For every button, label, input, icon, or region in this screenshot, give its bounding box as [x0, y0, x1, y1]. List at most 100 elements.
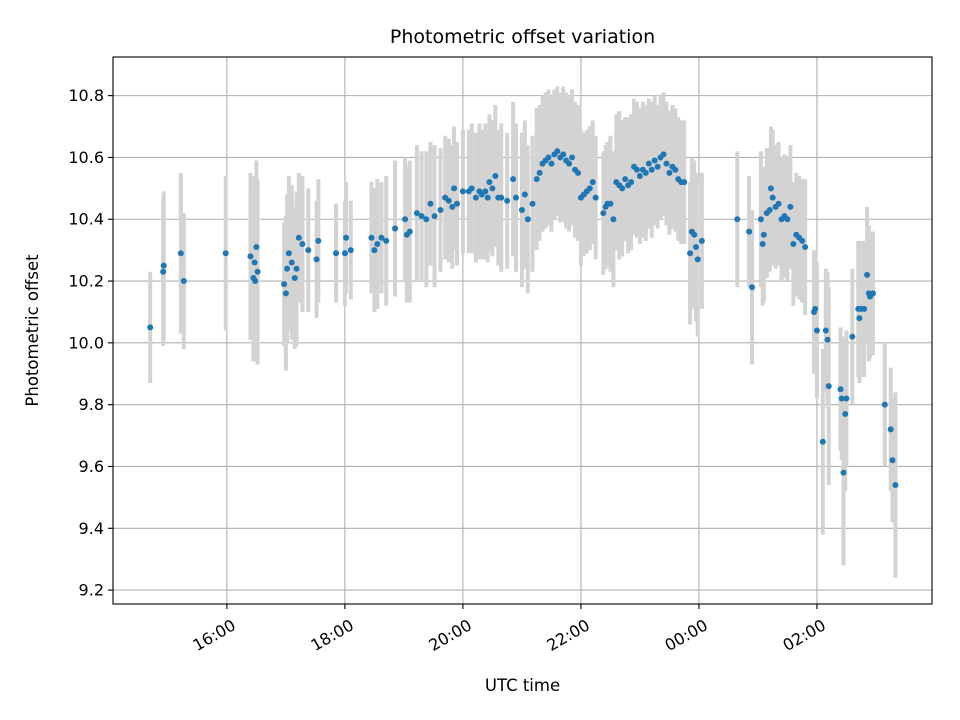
data-point — [333, 250, 340, 257]
data-point — [825, 383, 832, 390]
data-point — [759, 240, 766, 247]
data-point — [253, 244, 260, 251]
data-point — [284, 265, 291, 272]
data-point — [881, 401, 888, 408]
data-point — [554, 148, 561, 155]
data-point — [341, 250, 348, 257]
data-point — [757, 216, 764, 223]
data-point — [437, 206, 444, 213]
y-tick-label: 10.8 — [68, 86, 104, 105]
data-point — [392, 225, 399, 232]
y-axis-ticks: 9.2 9.4 9.6 9.8 10.0 10.2 10.4 10.6 10.8 — [68, 86, 113, 600]
data-point — [600, 210, 607, 217]
data-point — [449, 203, 456, 210]
data-point — [642, 169, 649, 176]
data-point — [406, 228, 413, 235]
data-point — [305, 247, 312, 254]
data-point — [418, 213, 425, 220]
data-point — [784, 216, 791, 223]
data-point — [484, 194, 491, 201]
plot-frame — [112, 56, 933, 605]
chart-title: Photometric offset variation — [390, 26, 655, 48]
data-point — [454, 200, 461, 207]
data-point — [592, 194, 599, 201]
data-point — [423, 216, 430, 223]
data-point — [533, 176, 540, 183]
data-point — [619, 185, 626, 192]
data-point — [374, 240, 381, 247]
data-point — [856, 315, 863, 322]
data-point — [521, 191, 528, 198]
y-tick-label: 9.6 — [79, 457, 104, 476]
data-point — [651, 157, 658, 164]
data-point — [633, 166, 640, 173]
data-point — [510, 176, 517, 183]
data-point — [837, 386, 844, 393]
data-point — [887, 426, 894, 433]
data-point — [849, 333, 856, 340]
data-point — [691, 231, 698, 238]
data-point — [569, 154, 576, 161]
y-tick-label: 9.4 — [79, 519, 104, 538]
data-point — [313, 256, 320, 263]
data-point — [766, 206, 773, 213]
data-point — [518, 206, 525, 213]
data-point — [892, 482, 899, 489]
data-point — [622, 176, 629, 183]
data-point — [838, 395, 845, 402]
y-tick-label: 10.0 — [68, 333, 104, 352]
data-point — [574, 169, 581, 176]
y-axis-label: Photometric offset — [23, 254, 42, 407]
data-point — [610, 216, 617, 223]
data-point — [628, 179, 635, 186]
data-point — [645, 160, 652, 167]
data-point — [840, 469, 847, 476]
data-point — [648, 166, 655, 173]
data-point — [413, 210, 420, 217]
data-point — [513, 194, 520, 201]
data-point — [315, 237, 322, 244]
data-point — [291, 274, 298, 281]
data-point — [760, 231, 767, 238]
data-point — [468, 185, 475, 192]
data-point — [222, 250, 229, 257]
points-layer — [147, 148, 899, 489]
data-point — [451, 185, 458, 192]
data-point — [254, 268, 261, 275]
y-tick-label: 9.8 — [79, 395, 104, 414]
data-point — [566, 160, 573, 167]
data-point — [861, 305, 868, 312]
data-point — [666, 169, 673, 176]
data-point — [589, 179, 596, 186]
data-point — [299, 240, 306, 247]
data-point — [524, 216, 531, 223]
data-point — [489, 185, 496, 192]
data-point — [482, 188, 489, 195]
data-point — [160, 262, 167, 269]
data-point — [663, 160, 670, 167]
data-point — [343, 234, 350, 241]
data-point — [545, 154, 552, 161]
data-point — [692, 244, 699, 251]
data-point — [247, 253, 254, 260]
data-point — [842, 410, 849, 417]
data-point — [787, 203, 794, 210]
data-point — [486, 179, 493, 186]
y-tick-label: 10.2 — [68, 272, 104, 291]
data-point — [402, 216, 409, 223]
data-point — [790, 240, 797, 247]
data-point — [824, 336, 831, 343]
data-point — [560, 151, 567, 158]
data-point — [812, 305, 819, 312]
data-point — [536, 169, 543, 176]
data-point — [368, 234, 375, 241]
data-point — [459, 188, 466, 195]
x-axis-label: UTC time — [485, 676, 560, 695]
data-point — [799, 237, 806, 244]
data-point — [586, 185, 593, 192]
data-point — [180, 278, 187, 285]
data-point — [802, 244, 809, 251]
data-point — [698, 237, 705, 244]
data-point — [819, 438, 826, 445]
